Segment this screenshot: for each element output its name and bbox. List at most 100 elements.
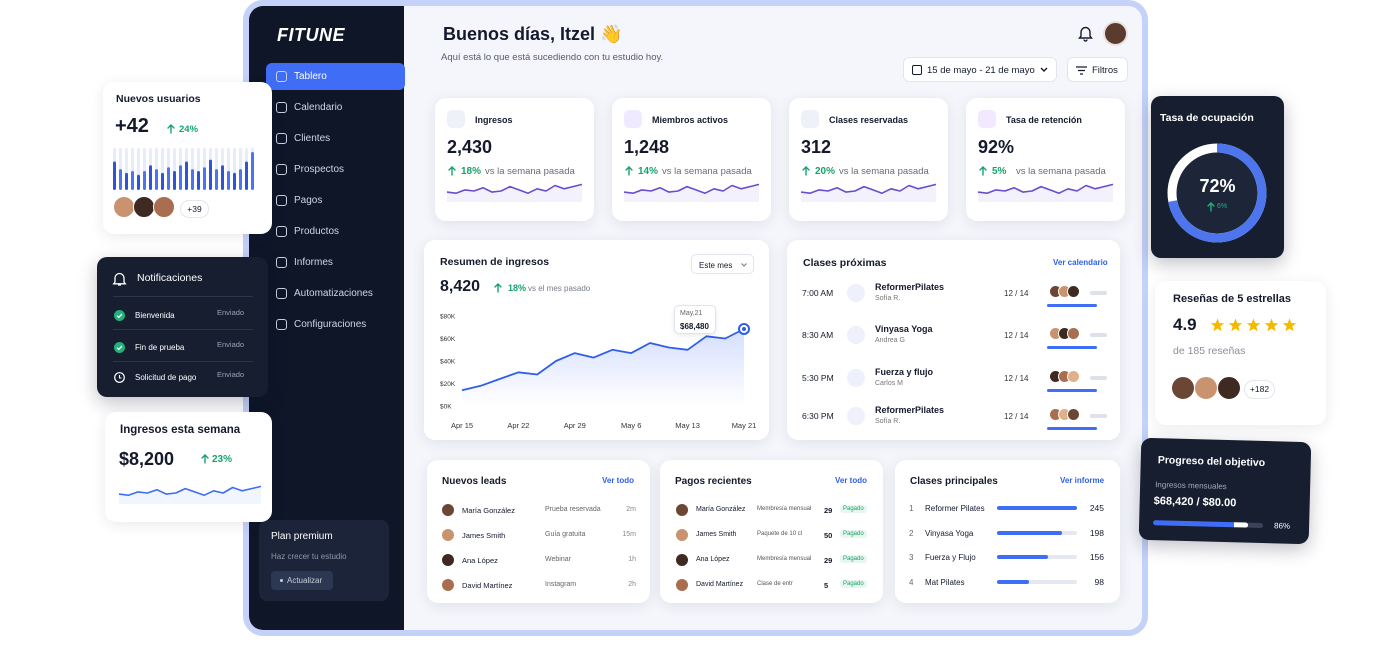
new-users-change: 24% [179, 124, 199, 135]
nav-item[interactable]: Calendario [266, 94, 405, 121]
kpi-label: Miembros activos [652, 115, 729, 125]
avatar [133, 196, 155, 218]
arrow [201, 454, 209, 464]
tooltip-date: May,21 [680, 309, 703, 317]
avatar [441, 503, 455, 517]
payment-plan: Clase de entr [757, 581, 793, 587]
x-tick-label: Apr 22 [507, 421, 529, 430]
avatar [1067, 408, 1080, 421]
avatar [675, 578, 689, 592]
payments-link[interactable]: Ver todo [835, 476, 868, 485]
leads-link[interactable]: Ver todo [602, 476, 635, 485]
bar-decor [227, 171, 230, 190]
calendar-link[interactable]: Ver calendario [1053, 258, 1108, 267]
star [1282, 318, 1297, 332]
bar-track [997, 579, 1077, 584]
icon [847, 369, 865, 387]
upcoming-card: Clases próximas Ver calendario 7:00 AM Refo… [787, 240, 1120, 440]
nav-icon [276, 195, 287, 206]
sparkline [800, 183, 937, 202]
sparkline-line [800, 183, 937, 194]
leads-card: Nuevos leads Ver todo María González Prueba… [427, 460, 650, 603]
leads-title: Nuevos leads [442, 476, 507, 487]
date-range-button[interactable]: 15 de mayo - 21 de mayo [903, 57, 1057, 82]
payment-plan: Paquete de 10 cl [757, 531, 803, 537]
capacity-bar [1047, 389, 1097, 392]
new-users-title: Nuevos usuarios [116, 93, 201, 105]
bar-decor [131, 171, 134, 190]
capacity-pill [1090, 376, 1107, 380]
sparkline-area [624, 184, 759, 202]
nav-icon [276, 288, 287, 299]
bar-decor [245, 161, 248, 190]
class-instructor: Sofía R. [875, 418, 901, 425]
period-dropdown[interactable]: Este mes [691, 254, 754, 274]
payment-status: Pagado [840, 580, 867, 588]
y-tick-label: $0K [440, 404, 452, 411]
goal-percent: 86% [1273, 521, 1291, 531]
class-time: 7:00 AM [802, 288, 834, 298]
nav-item[interactable]: Informes [266, 249, 405, 276]
icon [978, 110, 996, 128]
x-tick-label: May 13 [675, 421, 700, 430]
filters-button[interactable]: Filtros [1067, 57, 1128, 82]
bell-icon [112, 272, 127, 286]
kpi-note: vs la semana pasada [839, 166, 929, 177]
sparkline-line [118, 485, 262, 496]
star [1246, 318, 1261, 332]
nav-item[interactable]: Prospectos [266, 156, 405, 183]
arrow [494, 283, 502, 293]
sparkline-area [119, 486, 261, 504]
arrow-up-icon [494, 283, 502, 293]
arrow-up-icon [979, 166, 987, 176]
notification-label: Solicitud de pago [135, 373, 197, 382]
class-name: ReformerPilates [875, 405, 945, 415]
class-time: 6:30 PM [802, 411, 834, 421]
nav-item[interactable]: Automatizaciones [266, 280, 405, 307]
class-name: ReformerPilates [875, 282, 945, 292]
top-classes-link[interactable]: Ver informe [1060, 476, 1105, 485]
class-rank: 4 [909, 577, 914, 587]
y-tick-label: $60K [440, 336, 456, 343]
reviews-title: Reseñas de 5 estrellas [1173, 293, 1292, 305]
divider [113, 329, 253, 330]
nav-label: Configuraciones [294, 319, 367, 330]
divider [113, 296, 253, 297]
avatar [441, 528, 455, 542]
bar-decor [251, 152, 254, 190]
occupancy-label: 72% [1199, 176, 1236, 196]
sparkline-area [801, 184, 936, 202]
nav-item[interactable]: Configuraciones [266, 311, 405, 338]
payment-plan: Membresía mensual [757, 506, 812, 512]
capacity-bar [1047, 304, 1097, 307]
revenue-card: Resumen de ingresos Este mes 8,420 18% vs el… [424, 240, 769, 440]
nav-label: Tablero [294, 71, 327, 82]
x-tick-label: Apr 29 [564, 421, 586, 430]
kpi-change: 5% [992, 166, 1007, 177]
nav-item[interactable]: Tablero [266, 63, 405, 90]
nav-item[interactable]: Clientes [266, 125, 405, 152]
upgrade-button[interactable]: Actualizar [271, 571, 333, 590]
arrow-up-icon [167, 124, 175, 134]
lead-name: David Martínez [462, 581, 513, 590]
reviews-count: de 185 reseñas [1173, 345, 1246, 357]
progress-bar [1153, 520, 1248, 528]
stars [1210, 318, 1297, 332]
new-users-card: Nuevos usuarios +42 24% +39 [103, 82, 272, 234]
week-revenue-change: 23% [212, 454, 233, 465]
notification-status: Enviado [217, 340, 245, 349]
lead-time: 2h [628, 581, 636, 588]
nav-item[interactable]: Pagos [266, 187, 405, 214]
calendar-icon [912, 65, 922, 75]
nav-item[interactable]: Productos [266, 218, 405, 245]
nav-icon [276, 133, 287, 144]
chevron-icon [1040, 67, 1048, 72]
class-name: Reformer Pilates [925, 504, 985, 513]
nav-icon [276, 71, 287, 82]
brand-logo: FITUNE [277, 25, 345, 45]
check-icon [114, 342, 125, 353]
sparkline [623, 183, 760, 202]
payment-status: Pagado [840, 505, 867, 513]
bell [112, 272, 127, 286]
user-avatar[interactable] [1103, 21, 1128, 46]
